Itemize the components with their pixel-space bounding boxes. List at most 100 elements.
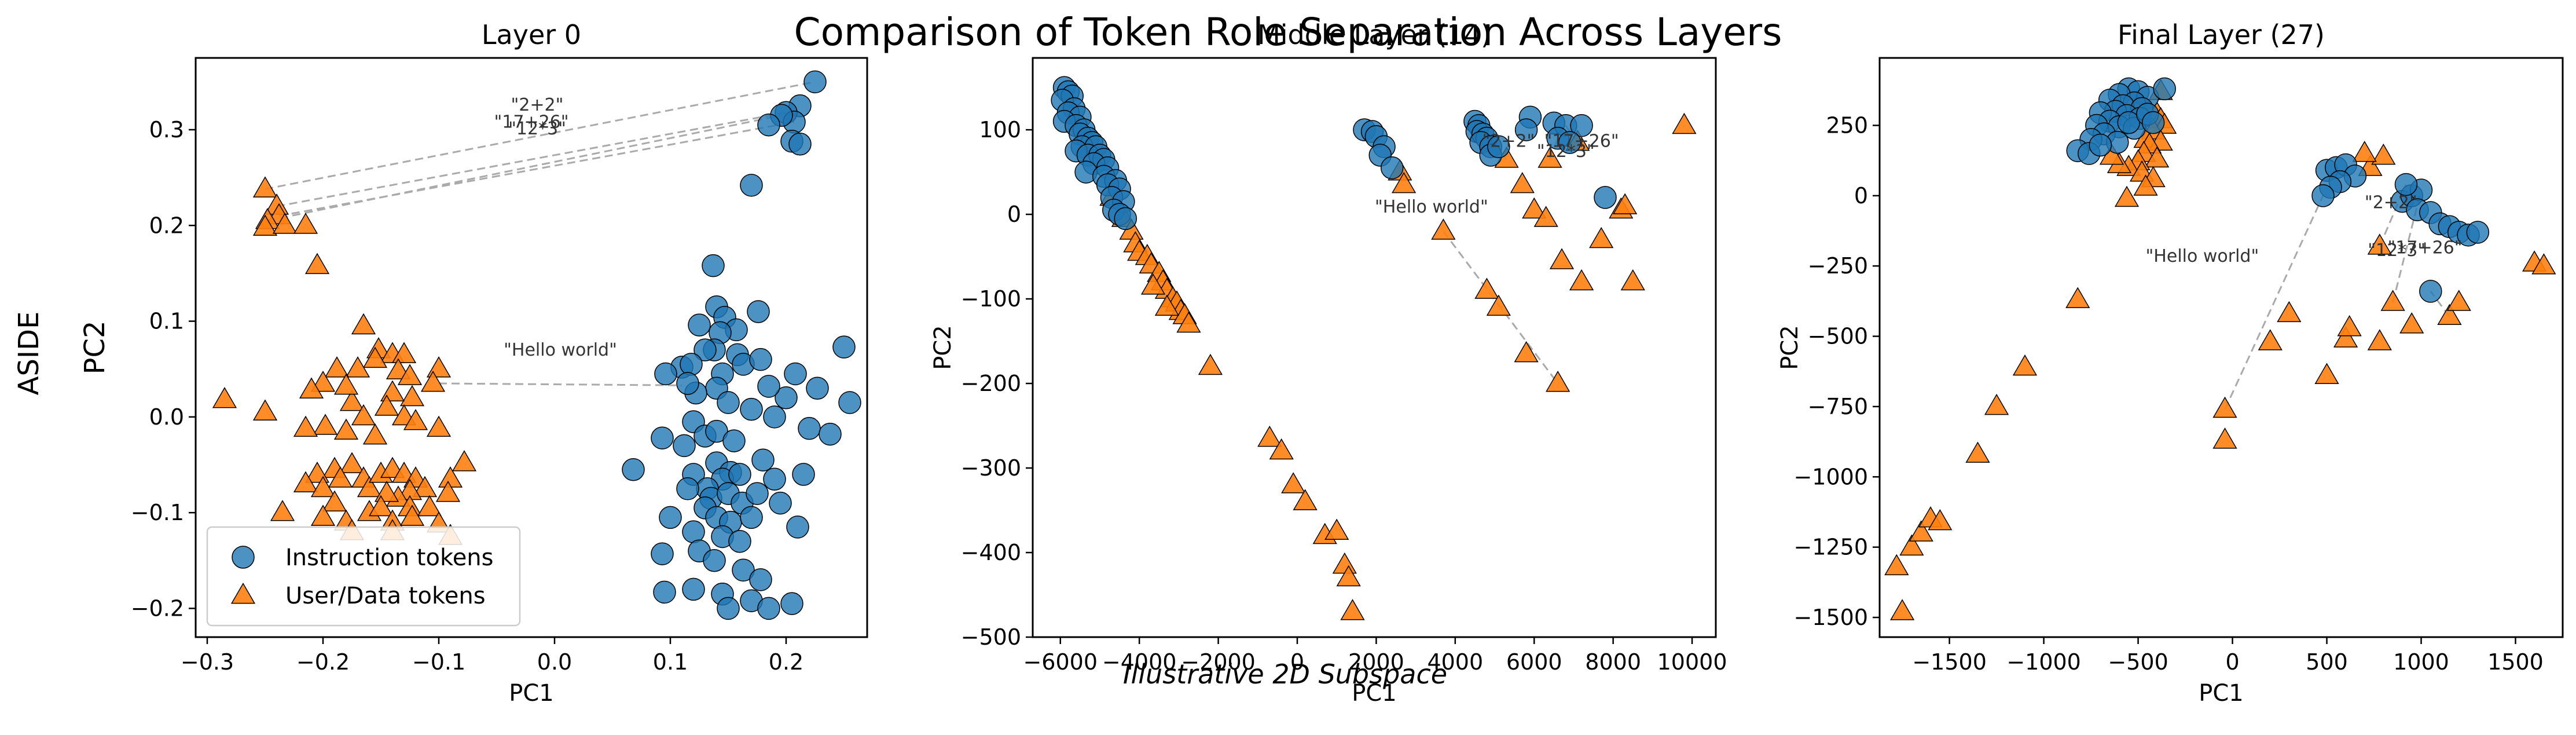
data-point-user <box>403 409 428 430</box>
y-tick-label: −400 <box>961 540 1021 565</box>
connector-line <box>265 81 816 190</box>
data-point-user <box>1909 520 1933 542</box>
data-point-user <box>1281 472 1306 493</box>
data-point-user <box>2258 329 2283 350</box>
x-tick-label: −0.2 <box>296 649 350 675</box>
data-point-user <box>1537 147 1562 168</box>
data-point-user <box>399 385 425 407</box>
x-tick-label: −4000 <box>1102 649 1177 675</box>
x-tick-label: 0 <box>1290 649 1304 675</box>
y-tick-label: −500 <box>961 624 1021 650</box>
data-point-user <box>1392 171 1417 193</box>
data-point-user <box>333 373 359 395</box>
data-point-user <box>324 356 350 378</box>
data-point-user <box>212 387 237 408</box>
data-point-instruction <box>676 372 699 395</box>
data-point-user <box>1336 565 1361 587</box>
data-point-user <box>1533 206 1558 227</box>
data-point-instruction <box>705 419 728 443</box>
figure-bottom-note: Illustrative 2D Subspace <box>1123 659 1447 690</box>
data-point-user <box>1899 534 1924 556</box>
data-point-instruction <box>1114 207 1137 231</box>
data-point-user <box>351 404 376 426</box>
data-point-instruction <box>749 348 772 371</box>
data-point-instruction <box>786 515 809 539</box>
data-point-instruction <box>747 300 770 323</box>
data-point-user <box>1890 599 1915 620</box>
axis-frame <box>1032 57 1717 638</box>
x-axis-label: PC1 <box>1352 680 1397 707</box>
x-tick-label: −2000 <box>1181 649 1256 675</box>
data-point-user <box>1884 554 1909 576</box>
data-point-instruction <box>763 467 786 491</box>
data-point-user <box>1620 269 1645 291</box>
point-annotation: "2+2" <box>2365 193 2417 213</box>
data-point-user <box>1486 294 1511 316</box>
data-point-user <box>1549 248 1575 269</box>
panel-title: Final Layer (27) <box>2118 19 2325 50</box>
data-point-instruction <box>2311 184 2335 207</box>
data-point-user <box>2367 329 2392 350</box>
data-point-user <box>1474 277 1499 299</box>
data-point-user <box>391 342 417 363</box>
y-tick-label: −1250 <box>1793 535 1868 560</box>
legend-label-user: User/Data tokens <box>285 583 486 609</box>
data-point-user <box>351 313 376 335</box>
data-point-user <box>310 504 336 526</box>
y-tick-label: −1000 <box>1793 464 1868 489</box>
connector-line <box>438 382 682 386</box>
data-point-user <box>293 213 318 234</box>
y-tick-label: 250 <box>1826 113 1868 138</box>
y-tick-label: 0.3 <box>149 117 184 142</box>
data-point-user <box>1198 353 1223 375</box>
data-point-user <box>2337 315 2362 337</box>
data-point-user <box>417 495 442 517</box>
data-point-user <box>1293 489 1318 510</box>
data-point-user <box>2212 396 2237 418</box>
point-annotation: "2+2" <box>511 95 564 115</box>
data-point-instruction <box>798 416 821 440</box>
x-axis-label: PC1 <box>509 680 554 707</box>
data-point-user <box>345 356 370 378</box>
data-point-user <box>2446 290 2471 311</box>
data-point-instruction <box>792 463 815 486</box>
panel-title: Layer 0 <box>482 19 581 50</box>
x-axis-label: PC1 <box>2199 680 2244 707</box>
data-point-instruction <box>717 597 740 620</box>
data-point-user <box>2212 427 2237 449</box>
data-point-user <box>1257 425 1282 447</box>
data-point-user <box>1984 393 2009 415</box>
y-axis-label: PC2 <box>79 321 111 375</box>
data-point-instruction <box>2141 111 2165 134</box>
data-point-instruction <box>651 542 674 565</box>
connector-line <box>278 121 795 217</box>
x-tick-label: 0.0 <box>537 649 572 675</box>
data-point-instruction <box>784 362 807 386</box>
data-point-instruction <box>1487 135 1510 159</box>
x-tick-label: −0.3 <box>181 649 234 675</box>
x-tick-label: 0.2 <box>769 649 803 675</box>
y-tick-label: −0.2 <box>131 595 184 621</box>
data-point-user <box>1965 441 1990 463</box>
x-tick-label: 1000 <box>2393 649 2449 675</box>
y-tick-label: −1500 <box>1793 605 1868 630</box>
data-point-instruction <box>722 429 746 452</box>
data-point-user <box>1431 218 1456 240</box>
data-point-instruction <box>2394 173 2418 196</box>
y-tick-label: 0.2 <box>149 213 184 238</box>
data-point-user <box>1589 226 1614 248</box>
data-point-instruction <box>654 362 677 386</box>
data-point-user <box>1340 599 1365 620</box>
point-annotation: "17+26" <box>2387 237 2462 258</box>
data-point-user <box>339 390 365 411</box>
data-point-user <box>2352 141 2377 162</box>
data-point-user <box>333 418 359 440</box>
point-annotation: "Hello world" <box>2146 246 2259 266</box>
y-tick-label: −500 <box>1808 324 1868 349</box>
data-point-user <box>252 176 278 198</box>
y-tick-label: 0 <box>1854 183 1868 209</box>
data-point-instruction <box>2419 280 2442 303</box>
data-point-user <box>412 476 438 498</box>
data-point-instruction <box>749 568 772 591</box>
